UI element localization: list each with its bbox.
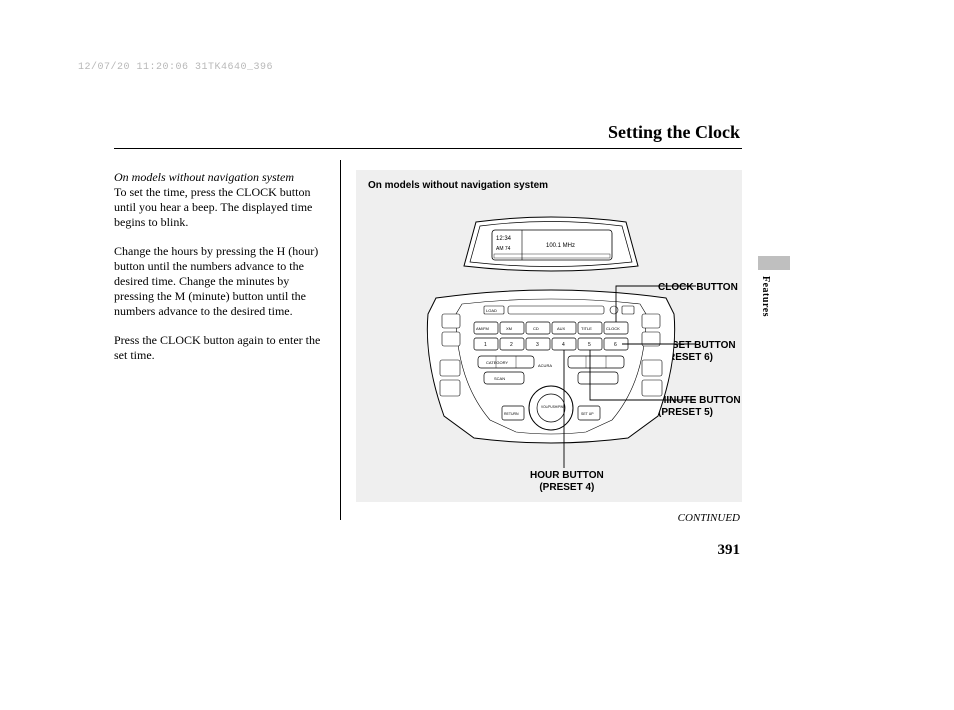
figure-caption: On models without navigation system bbox=[368, 180, 548, 191]
svg-text:LOAD: LOAD bbox=[486, 308, 497, 313]
svg-text:SCAN: SCAN bbox=[494, 376, 505, 381]
svg-text:5: 5 bbox=[588, 342, 591, 348]
section-label: Features bbox=[760, 276, 771, 317]
section-tab bbox=[758, 256, 790, 270]
figure-box: On models without navigation system CLOC… bbox=[356, 170, 742, 502]
svg-text:XM: XM bbox=[506, 326, 512, 331]
svg-text:6: 6 bbox=[614, 342, 617, 348]
console-icon: LOAD AM/FM XM CD AUX TITLE CL bbox=[427, 290, 674, 443]
svg-text:2: 2 bbox=[510, 342, 513, 348]
svg-text:TITLE: TITLE bbox=[581, 326, 592, 331]
svg-text:RETURN: RETURN bbox=[504, 412, 519, 416]
body-text-column: On models without navigation system To s… bbox=[114, 170, 332, 377]
print-watermark: 12/07/20 11:20:06 31TK4640_396 bbox=[78, 62, 273, 73]
display-freq: 100.1 MHz bbox=[546, 243, 575, 249]
svg-text:VOL/PUSH/PWR: VOL/PUSH/PWR bbox=[541, 405, 566, 409]
display-band: AM 74 bbox=[496, 246, 511, 252]
body-paragraph-2: Change the hours by pressing the H (hour… bbox=[114, 244, 332, 319]
body-paragraph-3: Press the CLOCK button again to enter th… bbox=[114, 333, 332, 363]
svg-text:CD: CD bbox=[533, 326, 539, 331]
svg-text:3: 3 bbox=[536, 342, 539, 348]
svg-text:CATEGORY: CATEGORY bbox=[486, 360, 508, 365]
display-pod-icon: 12:34 AM 74 100.1 MHz bbox=[464, 217, 638, 271]
title-rule bbox=[114, 148, 742, 149]
page-title: Setting the Clock bbox=[608, 122, 740, 143]
svg-text:ACURA: ACURA bbox=[538, 363, 552, 368]
body-subhead: On models without navigation system bbox=[114, 170, 294, 184]
display-time: 12:34 bbox=[496, 236, 512, 242]
manual-page: 12/07/20 11:20:06 31TK4640_396 Setting t… bbox=[0, 0, 954, 710]
svg-text:SET UP: SET UP bbox=[581, 412, 594, 416]
svg-text:4: 4 bbox=[562, 342, 565, 348]
stereo-diagram: 12:34 AM 74 100.1 MHz bbox=[406, 210, 696, 490]
svg-text:AM/FM: AM/FM bbox=[476, 326, 489, 331]
svg-text:1: 1 bbox=[484, 342, 487, 348]
continued-label: CONTINUED bbox=[678, 512, 740, 524]
svg-text:CLOCK: CLOCK bbox=[606, 326, 620, 331]
body-paragraph-1: To set the time, press the CLOCK button … bbox=[114, 185, 312, 229]
svg-text:AUX: AUX bbox=[557, 326, 566, 331]
column-divider bbox=[340, 160, 341, 520]
page-number: 391 bbox=[718, 542, 741, 559]
